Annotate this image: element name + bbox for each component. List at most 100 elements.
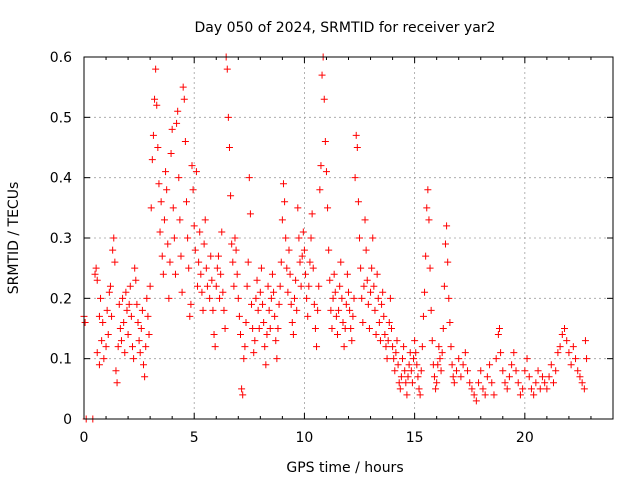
data-point bbox=[407, 367, 415, 375]
data-point bbox=[277, 258, 285, 266]
data-point bbox=[447, 343, 455, 351]
data-point bbox=[422, 252, 430, 260]
x-tick-label: 15 bbox=[406, 430, 424, 446]
data-point bbox=[567, 361, 575, 369]
data-point bbox=[523, 355, 531, 363]
data-point bbox=[249, 325, 257, 332]
data-point bbox=[295, 234, 303, 242]
data-point bbox=[202, 264, 210, 272]
data-point bbox=[133, 300, 141, 308]
data-point bbox=[240, 355, 248, 363]
data-point bbox=[501, 379, 509, 387]
data-point bbox=[146, 282, 154, 290]
data-point bbox=[392, 349, 400, 357]
data-point bbox=[436, 355, 444, 363]
data-point bbox=[314, 306, 322, 314]
data-point bbox=[421, 288, 429, 296]
data-point bbox=[333, 331, 341, 339]
data-point bbox=[330, 270, 338, 278]
data-point bbox=[219, 288, 227, 296]
data-point bbox=[151, 95, 159, 103]
data-point bbox=[510, 349, 518, 357]
data-point bbox=[459, 361, 467, 369]
data-point bbox=[385, 318, 393, 326]
data-point bbox=[218, 228, 226, 236]
data-point bbox=[499, 367, 507, 375]
data-point bbox=[450, 379, 458, 387]
data-point bbox=[130, 355, 138, 363]
data-point bbox=[302, 270, 310, 278]
data-point bbox=[199, 306, 207, 314]
data-point bbox=[538, 373, 546, 381]
data-point bbox=[437, 367, 445, 375]
data-point bbox=[466, 379, 474, 387]
data-point bbox=[340, 343, 348, 351]
data-point bbox=[508, 361, 516, 369]
data-point bbox=[111, 258, 119, 266]
data-point bbox=[494, 331, 502, 339]
data-point bbox=[347, 325, 355, 332]
data-point bbox=[270, 288, 278, 296]
data-point bbox=[372, 331, 380, 339]
y-axis-label: SRMTID / TECUs bbox=[6, 182, 22, 295]
data-point bbox=[397, 373, 405, 381]
data-point bbox=[228, 240, 236, 248]
data-point bbox=[384, 337, 392, 345]
data-point bbox=[257, 264, 265, 272]
data-point bbox=[464, 367, 472, 375]
x-tick-labels: 0 5 10 15 20 bbox=[80, 430, 534, 446]
data-point bbox=[479, 385, 487, 393]
data-point bbox=[275, 300, 283, 308]
data-point bbox=[415, 385, 423, 393]
data-point bbox=[297, 282, 305, 290]
data-point bbox=[318, 71, 326, 79]
data-point bbox=[293, 306, 301, 314]
data-point bbox=[428, 337, 436, 345]
data-point bbox=[445, 294, 453, 302]
data-point bbox=[337, 258, 345, 266]
data-point bbox=[311, 325, 319, 332]
data-points bbox=[80, 53, 591, 423]
data-point bbox=[382, 343, 390, 351]
data-point bbox=[364, 300, 372, 308]
data-point bbox=[142, 343, 150, 351]
data-point bbox=[184, 234, 192, 242]
data-point bbox=[263, 331, 271, 339]
data-point bbox=[370, 282, 378, 290]
x-tick-label: 0 bbox=[80, 430, 89, 446]
data-point bbox=[490, 391, 498, 399]
data-point bbox=[165, 294, 173, 302]
data-point bbox=[317, 162, 325, 170]
data-point bbox=[328, 325, 336, 332]
data-point bbox=[581, 337, 589, 345]
axis-ticks bbox=[83, 56, 613, 420]
data-point bbox=[576, 373, 584, 381]
data-point bbox=[554, 349, 562, 357]
data-point bbox=[188, 162, 196, 170]
x-axis-label: GPS time / hours bbox=[286, 460, 403, 476]
data-point bbox=[155, 180, 163, 188]
data-point bbox=[91, 270, 99, 278]
data-point bbox=[105, 288, 113, 296]
data-point bbox=[281, 198, 289, 206]
data-point bbox=[373, 270, 381, 278]
data-point bbox=[335, 306, 343, 314]
data-point bbox=[153, 101, 161, 109]
data-point bbox=[383, 355, 391, 363]
data-point bbox=[286, 270, 294, 278]
data-point bbox=[457, 373, 465, 381]
data-point bbox=[423, 204, 431, 212]
data-point bbox=[186, 312, 194, 320]
data-point bbox=[95, 312, 103, 320]
y-tick-label: 0 bbox=[63, 412, 72, 428]
data-point bbox=[300, 246, 308, 254]
data-point bbox=[158, 252, 166, 260]
data-point bbox=[160, 216, 168, 224]
data-point bbox=[417, 367, 425, 375]
data-point bbox=[361, 216, 369, 224]
data-point bbox=[519, 385, 527, 393]
data-point bbox=[200, 240, 208, 248]
data-point bbox=[248, 300, 256, 308]
data-point bbox=[375, 318, 383, 326]
